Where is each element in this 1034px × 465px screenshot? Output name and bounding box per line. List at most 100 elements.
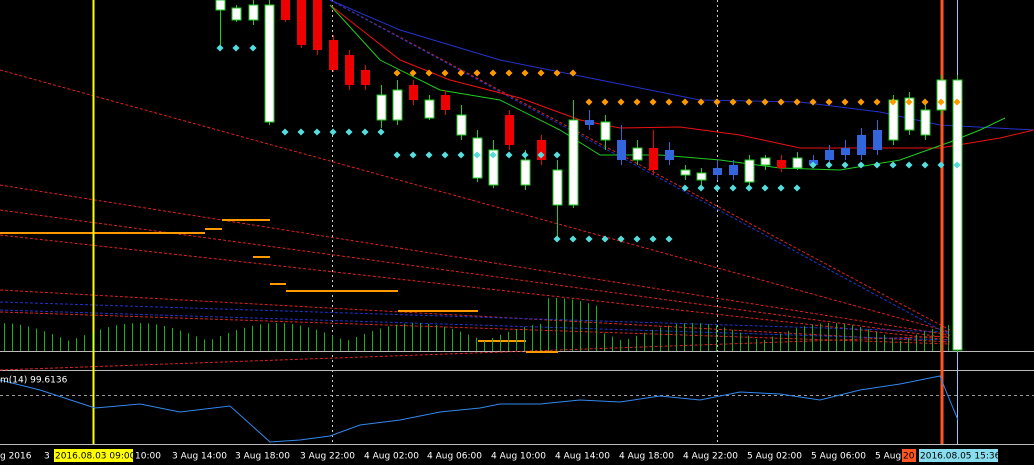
- signal-dot: [841, 161, 849, 169]
- signal-dot: [297, 128, 305, 136]
- signal-dot: [521, 69, 529, 77]
- signal-dot: [953, 98, 961, 106]
- time-label: 3: [44, 452, 50, 462]
- candle-body: [617, 140, 626, 160]
- signal-dot: [761, 184, 769, 192]
- signal-dot: [889, 161, 897, 169]
- time-label: 3 Aug 18:00: [235, 452, 290, 462]
- signal-dot: [457, 151, 465, 159]
- candle-body: [505, 115, 514, 145]
- signal-dot: [249, 44, 257, 52]
- step-line: [0, 219, 558, 353]
- candle-body: [345, 55, 354, 85]
- candle-body: [392, 89, 403, 121]
- candle-body: [568, 119, 579, 206]
- signal-dot: [953, 161, 961, 169]
- time-label: 10:00: [135, 452, 161, 462]
- signal-dot: [905, 161, 913, 169]
- time-label: 2016.08.05 15:36: [920, 452, 1001, 462]
- candle-body: [231, 7, 242, 21]
- candle-body: [760, 157, 771, 166]
- signal-dot: [617, 98, 625, 106]
- signal-dot: [857, 161, 865, 169]
- axis-highlight: [919, 449, 998, 462]
- signal-dot: [649, 98, 657, 106]
- candle-body: [904, 97, 915, 131]
- signal-dot: [633, 98, 641, 106]
- candle-body: [424, 99, 435, 119]
- candle-body: [952, 79, 963, 351]
- candle-body: [297, 0, 306, 45]
- signal-dot: [505, 69, 513, 77]
- signal-dot: [569, 69, 577, 77]
- signal-dot: [681, 184, 689, 192]
- candle-body: [488, 149, 499, 186]
- signal-dot: [905, 98, 913, 106]
- signal-dot: [441, 151, 449, 159]
- signal-dot: [361, 128, 369, 136]
- candle-body: [376, 94, 387, 121]
- time-label: 4 Aug 14:00: [555, 452, 610, 462]
- signal-dot: [537, 69, 545, 77]
- candle-body: [441, 95, 450, 110]
- signal-dot: [745, 184, 753, 192]
- time-axis: g 2016 3 2016.08.03 09:00 10:00 3 Aug 14:00 3…: [0, 449, 1001, 462]
- candle-body: [552, 169, 563, 206]
- signal-dot: [409, 69, 417, 77]
- signal-dot: [393, 69, 401, 77]
- candle-body: [920, 109, 931, 136]
- signal-dot: [873, 161, 881, 169]
- indicator-line: [0, 375, 959, 443]
- signal-dot: [761, 98, 769, 106]
- trend-lines-blue: [0, 0, 951, 341]
- signal-dot: [697, 98, 705, 106]
- time-label: 3 Aug 22:00: [300, 452, 355, 462]
- signal-dot: [729, 184, 737, 192]
- indicator-label: m(14) 99.6136: [0, 376, 68, 386]
- candle-body: [729, 165, 738, 175]
- signal-dot: [473, 151, 481, 159]
- signal-dot: [457, 69, 465, 77]
- axis-highlight: [54, 449, 133, 462]
- signal-dot: [841, 98, 849, 106]
- candle-body: [585, 120, 594, 125]
- signal-dot: [633, 235, 641, 243]
- time-label: 5 Aug 10: [875, 452, 916, 462]
- signal-dot: [681, 98, 689, 106]
- signal-dot: [345, 128, 353, 136]
- signal-dot: [569, 235, 577, 243]
- signal-dot: [601, 235, 609, 243]
- signal-dot: [777, 98, 785, 106]
- candle-body: [520, 159, 531, 186]
- signal-dot: [745, 98, 753, 106]
- time-label: 5 Aug 02:00: [747, 452, 802, 462]
- time-label: 4 Aug 06:00: [427, 452, 482, 462]
- signal-dot: [425, 69, 433, 77]
- time-label: 5 Aug 06:00: [811, 452, 866, 462]
- signal-dot: [665, 98, 673, 106]
- signal-dot: [921, 98, 929, 106]
- candle-body: [537, 140, 546, 160]
- signal-dot: [729, 98, 737, 106]
- signal-dot: [281, 128, 289, 136]
- candle-body: [600, 121, 611, 141]
- signal-dot: [777, 184, 785, 192]
- signal-dot: [329, 128, 337, 136]
- signal-dot: [216, 44, 224, 52]
- trend-lines: [0, 0, 951, 371]
- time-label: 4 Aug 18:00: [619, 452, 674, 462]
- candle-body: [777, 160, 786, 168]
- signal-dot: [313, 128, 321, 136]
- time-label: 3 Aug 14:00: [172, 452, 227, 462]
- candle-body: [680, 169, 691, 176]
- time-label: g 2016: [0, 452, 32, 462]
- candle-body: [744, 159, 755, 183]
- ma-green: [329, 4, 1006, 171]
- signal-dot: [409, 151, 417, 159]
- signal-dot: [553, 235, 561, 243]
- signal-dot: [505, 151, 513, 159]
- time-label: 2016.08.03 09:00: [55, 452, 136, 462]
- signal-dot: [489, 69, 497, 77]
- signal-dot: [553, 151, 561, 159]
